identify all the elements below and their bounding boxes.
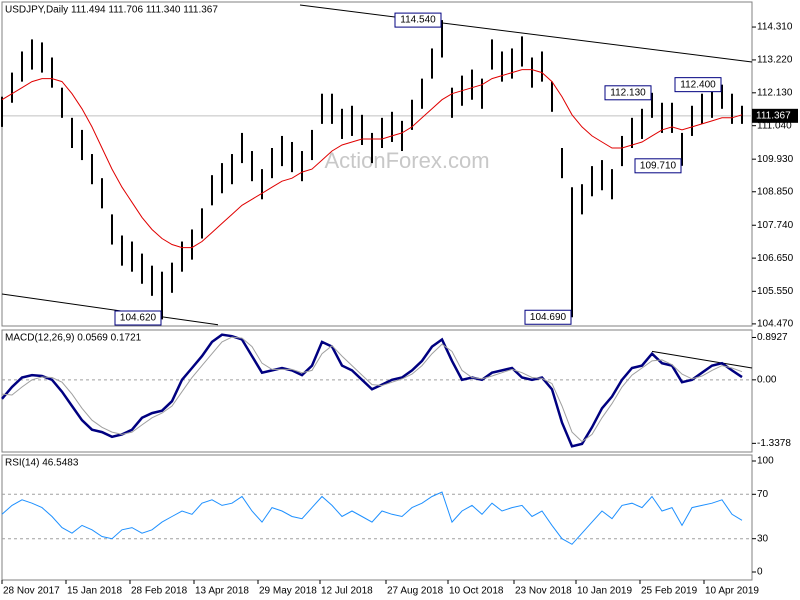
annotation-label: 104.690 [530, 312, 567, 323]
y-tick-label: 107.740 [757, 220, 794, 231]
x-tick-label: 10 Apr 2019 [705, 586, 759, 597]
annotation-label: 112.400 [680, 79, 716, 90]
trend-line [1, 293, 219, 326]
annotation-label: 104.620 [120, 313, 157, 324]
y-tick-label: 114.310 [757, 22, 793, 33]
trend-line [299, 4, 753, 63]
y-tick-label: 113.220 [757, 55, 793, 66]
x-tick-label: 28 Nov 2017 [3, 586, 60, 597]
panel-title: USDJPY,Daily 111.494 111.706 111.340 111… [5, 5, 218, 16]
series-line [1, 491, 743, 545]
panel-frame [1, 329, 753, 453]
x-tick-label: 23 Nov 2018 [515, 586, 572, 597]
x-tick-label: 12 Jul 2018 [321, 586, 373, 597]
annotation-box [114, 310, 162, 326]
annotation-box [604, 85, 652, 101]
y-tick-label: 112.130 [757, 87, 793, 98]
y-tick-label: 0.00 [757, 374, 777, 385]
y-tick-label: 0.8927 [757, 332, 788, 343]
x-tick-label: 10 Jan 2019 [577, 586, 632, 597]
annotation-label: 114.540 [400, 15, 436, 26]
panel-frame [1, 1, 753, 327]
annotation-label: 109.710 [640, 160, 677, 171]
y-tick-label: 104.470 [757, 319, 794, 330]
last-price-box [752, 108, 798, 123]
x-tick-label: 28 Feb 2018 [131, 586, 188, 597]
panel-title: MACD(12,26,9) 0.0569 0.1721 [5, 333, 142, 344]
trend-line [651, 350, 753, 369]
annotation-box [674, 77, 722, 93]
y-tick-label: 30 [757, 533, 769, 544]
y-tick-label: 105.550 [757, 286, 794, 297]
annotation-label: 112.130 [610, 87, 646, 98]
last-price-label: 111.367 [756, 110, 791, 121]
y-tick-label: 70 [757, 489, 769, 500]
panel-frame [1, 454, 753, 581]
y-tick-label: 111.040 [757, 120, 792, 131]
series-line [1, 333, 743, 448]
annotation-box [394, 12, 442, 28]
y-tick-label: 108.850 [757, 186, 794, 197]
annotation-box [634, 158, 682, 174]
x-tick-label: 27 Aug 2018 [387, 586, 444, 597]
panel-title: RSI(14) 46.5483 [5, 458, 79, 469]
x-tick-label: 10 Oct 2018 [449, 586, 504, 597]
y-tick-label: 109.930 [757, 154, 794, 165]
x-tick-label: 29 May 2018 [259, 586, 317, 597]
series-line [1, 69, 743, 249]
x-tick-label: 25 Feb 2019 [641, 586, 698, 597]
x-tick-label: 13 Apr 2018 [195, 586, 249, 597]
y-tick-label: 100 [757, 456, 774, 467]
y-tick-label: 106.650 [757, 253, 794, 264]
x-tick-label: 15 Jan 2018 [67, 586, 122, 597]
y-tick-label: -1.3378 [757, 438, 791, 449]
series-line [1, 336, 743, 443]
y-tick-label: 0 [757, 567, 763, 578]
watermark: ActionForex.com [324, 148, 489, 173]
annotation-box [524, 309, 572, 325]
